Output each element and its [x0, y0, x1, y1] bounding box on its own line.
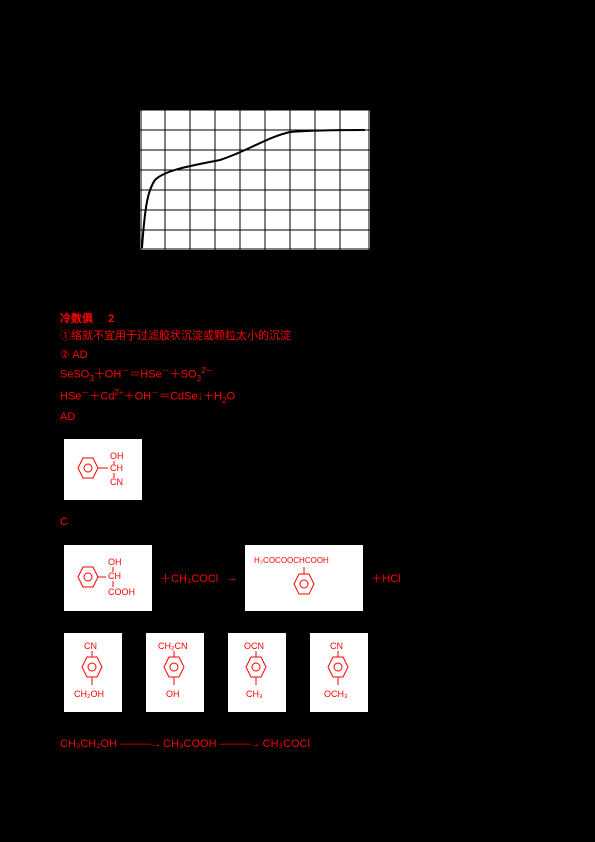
section-header: 冷数俱 2	[60, 310, 535, 326]
eq1-part: SeSO	[60, 369, 89, 381]
eq2-part: ＋OH	[124, 391, 152, 403]
equation-line-2: HSe－＋Cd2+＋OH－＝CdSe↓＋H2O	[60, 387, 535, 407]
mol-a-svg: OH CH CN	[68, 443, 138, 493]
molecule-grid-3: OCN CH₃	[228, 633, 286, 712]
mol-g1-top: CN	[84, 641, 97, 651]
eq1-sup: 2－	[201, 366, 213, 375]
reaction-row: OH CH COOH ＋CH₃COCl → H₃COCOOCHCOOH ＋HCl	[60, 537, 535, 619]
eq2-part: HSe	[60, 391, 81, 403]
eq1-part: ＝HSe	[129, 369, 161, 381]
mol-prod-top: H₃COCOOCHCOOH	[254, 556, 329, 565]
mol-g3-bottom: CH₃	[246, 689, 263, 699]
mol-g2-bottom: OH	[166, 689, 180, 699]
mol-prod-svg: H₃COCOOCHCOOH	[249, 549, 359, 604]
eq1-part: ＋OH	[94, 369, 122, 381]
page-content: 冷数俱 2 ①络就不宜用于过滤胶状沉淀或颗粒太小的沉淀 ② AD SeSO 3 ＋O…	[0, 0, 595, 804]
mol-g3-svg: OCN CH₃	[232, 637, 282, 705]
mol-g1-bottom: CH₂OH	[74, 689, 104, 699]
eq2-sup: －	[151, 388, 159, 397]
mol-g2-top: CH₂CN	[158, 641, 188, 651]
mol-g2-svg: CH₂CN OH	[150, 637, 200, 705]
route-arrow-1-icon: ———→	[120, 738, 160, 750]
header-number: 2	[108, 313, 114, 325]
synthesis-route: CH₃CH₂OH ———→ CH₃COOH ———→ CH₃COCl	[60, 736, 535, 753]
molecule-grid-2: CH₂CN OH	[146, 633, 204, 712]
mol-g4-top: CN	[330, 641, 343, 651]
eq2-part: ＋Cd	[89, 391, 114, 403]
molecule-box-product: H₃COCOOCHCOOH	[245, 545, 363, 611]
eq2-part: O	[227, 391, 236, 403]
graph-panel	[140, 110, 370, 250]
eq1-part: ＋SO	[170, 369, 197, 381]
molecule-box-a: OH CH CN	[64, 439, 142, 500]
mol-a-mid: CH	[110, 463, 123, 473]
answer-line-1: ①络就不宜用于过滤胶状沉淀或颗粒太小的沉淀	[60, 328, 535, 345]
reaction-end: ＋HCl	[367, 570, 404, 586]
mol-g4-svg: CN OCH₃	[314, 637, 364, 705]
mol-g3-top: OCN	[244, 641, 264, 651]
reaction-arrow-icon: →	[222, 572, 241, 584]
route-a: CH₃CH₂OH	[60, 738, 117, 750]
route-c: CH₃COCl	[263, 738, 310, 750]
mol-b-svg: OH CH COOH	[68, 549, 148, 604]
label-c: C	[60, 514, 535, 531]
graph-grid	[140, 110, 370, 250]
molecule-grid-row: CN CH₂OH CH₂CN OH OCN	[60, 625, 535, 720]
answer-line-5: AD	[60, 409, 535, 426]
reaction-reagent: ＋CH₃COCl	[156, 570, 222, 586]
route-arrow-2-icon: ———→	[220, 738, 260, 750]
molecule-grid-1: CN CH₂OH	[64, 633, 122, 712]
route-b: CH₃COOH	[163, 738, 216, 750]
mol-g4-bottom: OCH₃	[324, 689, 348, 699]
answer-line-2: ② AD	[60, 347, 535, 364]
mol-b-bottom: COOH	[108, 587, 135, 597]
equation-line-1: SeSO3＋OH－＝HSe－＋SO32－	[60, 365, 535, 385]
mol-g1-svg: CN CH₂OH	[68, 637, 118, 705]
molecule-box-b: OH CH COOH	[64, 545, 152, 611]
molecule-grid-4: CN OCH₃	[310, 633, 368, 712]
curve-svg	[140, 110, 370, 250]
mol-a-top: OH	[110, 451, 124, 461]
mol-a-bottom: CN	[110, 477, 123, 487]
mol-b-top: OH	[108, 557, 122, 567]
eq1-sub: 3	[197, 374, 201, 383]
molecule-row-a: OH CH CN	[60, 431, 535, 508]
mol-b-mid: CH	[108, 571, 121, 581]
eq1-sup: －	[162, 366, 170, 375]
eq2-part: ＝CdSe↓＋H	[159, 391, 222, 403]
eq2-sup: 2+	[114, 388, 123, 397]
header-label: 冷数俱	[60, 313, 93, 325]
